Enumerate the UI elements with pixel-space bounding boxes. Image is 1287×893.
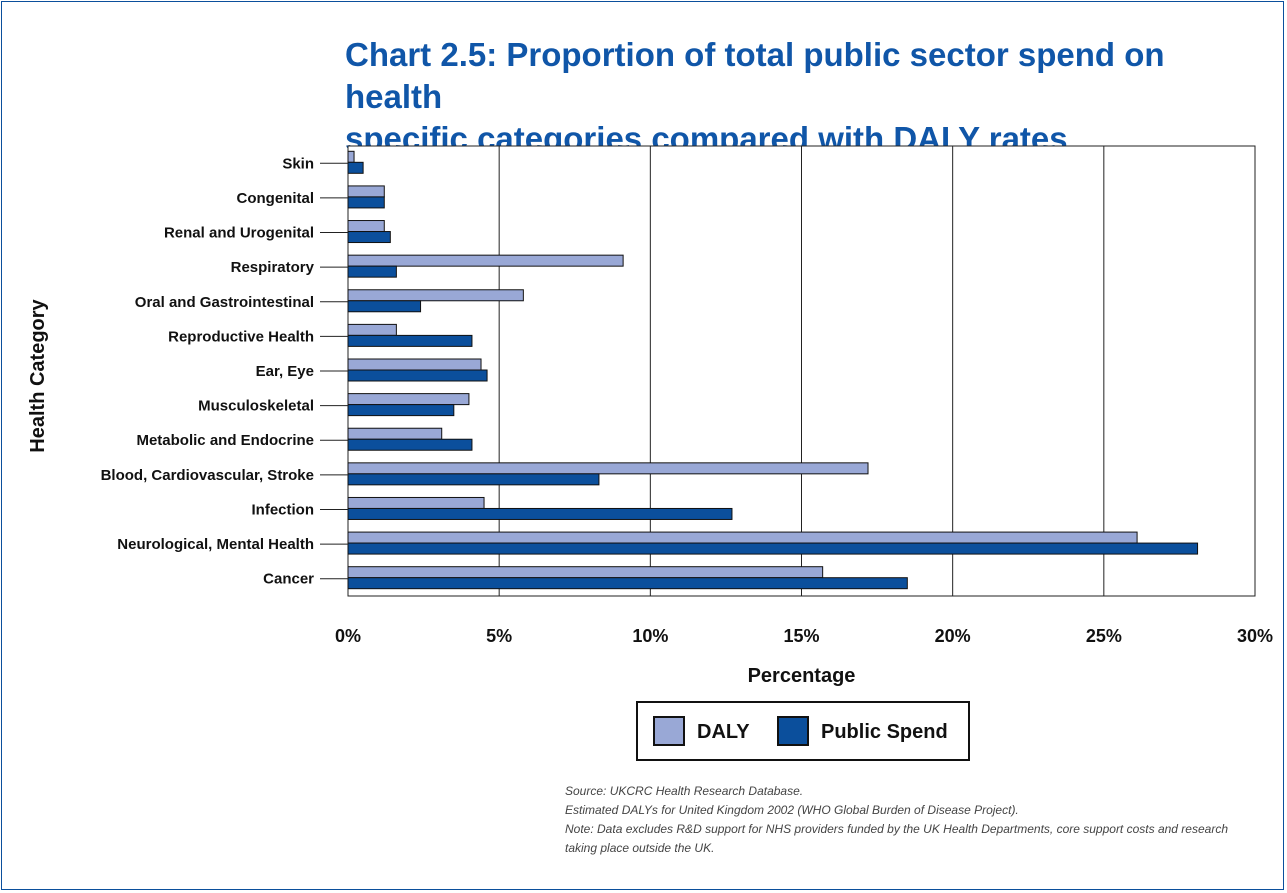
bar-daly bbox=[347, 358, 482, 371]
category-label: Congenital bbox=[237, 190, 315, 207]
legend-label-public-spend: Public Spend bbox=[821, 721, 948, 743]
category-label: Blood, Cardiovascular, Stroke bbox=[101, 467, 314, 484]
bar-daly bbox=[347, 531, 1138, 544]
chart-notes: Source: UKCRC Health Research Database. … bbox=[565, 782, 1265, 858]
legend-swatch-daly bbox=[653, 716, 685, 746]
bar-daly bbox=[347, 220, 385, 233]
bar-daly bbox=[347, 185, 385, 198]
bar-daly bbox=[347, 496, 485, 509]
source-note: Source: UKCRC Health Research Database. bbox=[565, 784, 804, 798]
bar-public-spend bbox=[347, 161, 364, 174]
exclusion-note: Note: Data excludes R&D support for NHS … bbox=[565, 822, 1228, 836]
bar-daly bbox=[347, 462, 869, 475]
bar-daly bbox=[347, 427, 443, 440]
category-label: Ear, Eye bbox=[256, 363, 314, 380]
bar-daly bbox=[347, 566, 824, 579]
category-label: Neurological, Mental Health bbox=[117, 536, 314, 553]
y-axis-title: Health Category bbox=[27, 298, 49, 452]
legend-label-daly: DALY bbox=[697, 721, 750, 743]
bar-public-spend bbox=[347, 473, 600, 486]
category-label: Infection bbox=[252, 501, 315, 518]
category-label: Renal and Urogenital bbox=[164, 225, 314, 242]
x-tick-label: 10% bbox=[632, 626, 668, 646]
category-label: Musculoskeletal bbox=[198, 398, 314, 415]
bar-public-spend bbox=[347, 231, 391, 244]
bar-daly bbox=[347, 289, 524, 302]
x-tick-label: 15% bbox=[783, 626, 819, 646]
x-tick-label: 20% bbox=[935, 626, 971, 646]
x-tick-label: 0% bbox=[335, 626, 361, 646]
category-label: Metabolic and Endocrine bbox=[136, 432, 314, 449]
bar-public-spend bbox=[347, 438, 473, 451]
bar-daly bbox=[347, 150, 355, 163]
bar-public-spend bbox=[347, 334, 473, 347]
bar-public-spend bbox=[347, 507, 733, 520]
bar-public-spend bbox=[347, 196, 385, 209]
bar-public-spend bbox=[347, 577, 908, 590]
bar-daly bbox=[347, 254, 624, 267]
x-axis-title: Percentage bbox=[748, 665, 856, 687]
bar-daly bbox=[347, 393, 470, 406]
category-label: Respiratory bbox=[231, 259, 315, 276]
bar-daly bbox=[347, 323, 397, 336]
bar-public-spend bbox=[347, 265, 397, 278]
x-tick-label: 30% bbox=[1237, 626, 1273, 646]
bar-public-spend bbox=[347, 369, 488, 382]
legend-swatch-public-spend bbox=[777, 716, 809, 746]
bar-public-spend bbox=[347, 300, 422, 313]
daly-note: Estimated DALYs for United Kingdom 2002 … bbox=[565, 803, 1019, 817]
x-tick-label: 25% bbox=[1086, 626, 1122, 646]
category-label: Cancer bbox=[263, 571, 314, 588]
bar-public-spend bbox=[347, 542, 1199, 555]
bar-public-spend bbox=[347, 404, 455, 417]
category-label: Reproductive Health bbox=[168, 328, 314, 345]
category-label: Oral and Gastrointestinal bbox=[135, 294, 314, 311]
x-tick-label: 5% bbox=[486, 626, 512, 646]
category-label: Skin bbox=[282, 155, 314, 172]
chart-title-line-1: Chart 2.5: Proportion of total public se… bbox=[345, 36, 1165, 115]
exclusion-note-continued: taking place outside the UK. bbox=[565, 841, 715, 855]
